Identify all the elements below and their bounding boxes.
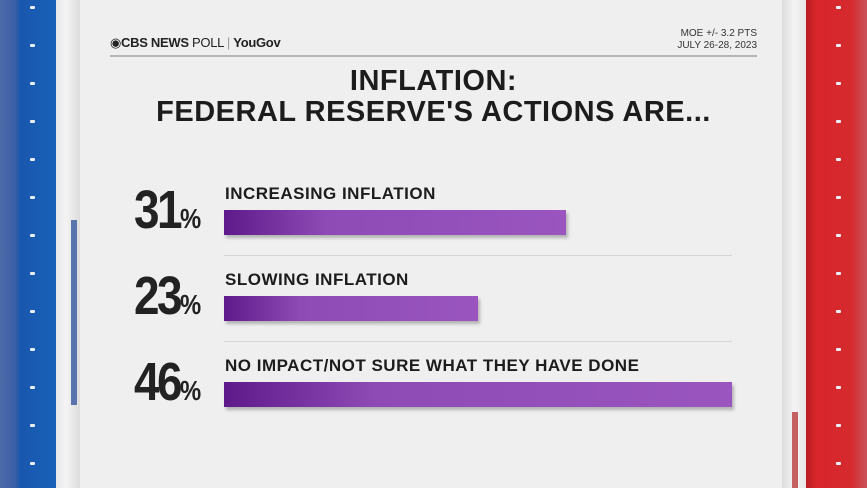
left-stripe-tick bbox=[30, 120, 35, 123]
left-stripe-tick bbox=[30, 82, 35, 85]
right-stripe-tick bbox=[836, 82, 841, 85]
left-stripe-tick bbox=[30, 386, 35, 389]
brand: CBS NEWS bbox=[121, 35, 189, 50]
title-line-2: FEDERAL RESERVE'S ACTIONS ARE... bbox=[156, 96, 711, 128]
left-blue-stripe bbox=[0, 0, 58, 488]
row-divider bbox=[224, 341, 732, 342]
right-stripe-tick bbox=[836, 6, 841, 9]
right-stripe-tick bbox=[836, 44, 841, 47]
value-label: 31% bbox=[134, 179, 201, 241]
right-panel-edge bbox=[782, 0, 808, 488]
right-stripe-tick bbox=[836, 386, 841, 389]
category-label: INCREASING INFLATION bbox=[225, 184, 436, 203]
right-stripe-tick bbox=[836, 272, 841, 275]
poll-dates: JULY 26-28, 2023 bbox=[677, 40, 757, 51]
cbs-news-poll-logo: ◉CBS NEWS POLL | YouGov bbox=[110, 35, 281, 50]
right-stripe-tick bbox=[836, 462, 841, 465]
left-stripe-tick bbox=[30, 272, 35, 275]
left-stripe-tick bbox=[30, 310, 35, 313]
right-stripe-tick bbox=[836, 196, 841, 199]
percent-sign: % bbox=[179, 375, 202, 406]
moe: MOE +/- 3.2 PTS bbox=[680, 28, 757, 39]
bar bbox=[224, 210, 567, 235]
left-stripe-tick bbox=[30, 234, 35, 237]
left-stripe-tick bbox=[30, 158, 35, 161]
percent-sign: % bbox=[179, 203, 202, 234]
right-red-stripe bbox=[806, 0, 867, 488]
category-label: SLOWING INFLATION bbox=[225, 270, 409, 289]
left-stripe-tick bbox=[30, 424, 35, 427]
left-stripe-tick bbox=[30, 6, 35, 9]
chart-title: INFLATION: FEDERAL RESERVE'S ACTIONS ARE.… bbox=[0, 66, 867, 128]
bar bbox=[224, 382, 732, 407]
right-stripe-tick bbox=[836, 120, 841, 123]
right-stripe-tick bbox=[836, 310, 841, 313]
left-stripe-tick bbox=[30, 462, 35, 465]
value-number: 23 bbox=[134, 266, 183, 326]
bar bbox=[224, 296, 478, 321]
right-accent bbox=[792, 412, 798, 488]
value-label: 23% bbox=[134, 265, 201, 327]
category-label: NO IMPACT/NOT SURE WHAT THEY HAVE DONE bbox=[225, 356, 640, 375]
cbs-eye-icon: ◉ bbox=[110, 35, 122, 50]
right-stripe-tick bbox=[836, 348, 841, 351]
poll-info: MOE +/- 3.2 PTS JULY 26-28, 2023 bbox=[677, 28, 757, 52]
left-stripe-tick bbox=[30, 44, 35, 47]
poll-label: POLL bbox=[192, 35, 224, 50]
left-accent bbox=[71, 220, 77, 405]
right-stripe-tick bbox=[836, 234, 841, 237]
value-number: 31 bbox=[134, 180, 183, 240]
partner-logo: YouGov bbox=[233, 35, 281, 50]
value-number: 46 bbox=[134, 352, 183, 412]
percent-sign: % bbox=[179, 289, 202, 320]
header-divider bbox=[110, 55, 757, 57]
right-stripe-tick bbox=[836, 424, 841, 427]
row-divider bbox=[224, 255, 732, 256]
value-label: 46% bbox=[134, 351, 201, 413]
left-stripe-tick bbox=[30, 348, 35, 351]
left-stripe-tick bbox=[30, 196, 35, 199]
title-line-1: INFLATION: bbox=[349, 65, 518, 97]
right-stripe-tick bbox=[836, 158, 841, 161]
